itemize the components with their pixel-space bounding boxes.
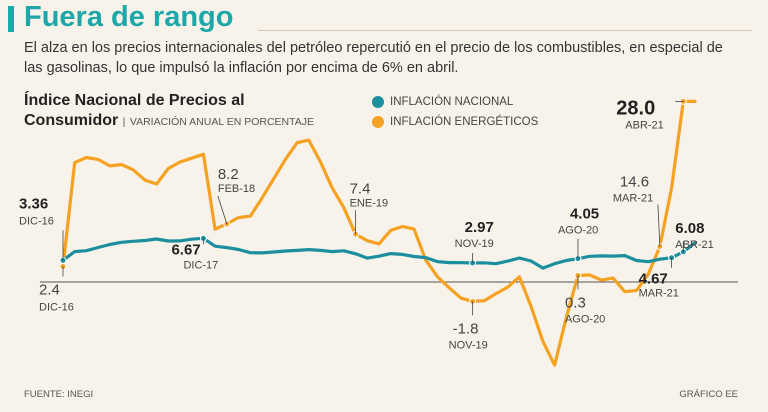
date-label-energeticos-51: MAR-21 [613,193,653,205]
leader-energeticos-51 [657,204,661,247]
legend-nacional-dot-icon [372,96,384,108]
source-note: FUENTE: INEGI [24,389,94,400]
data-label-energeticos-53: 28.0 [616,97,655,119]
chart-unit: VARIACIÓN ANUAL EN PORCENTAJE [129,116,315,128]
data-label-nacional-35: 2.97 [465,219,494,236]
chart-title: Índice Nacional de Precios al Consumidor… [24,91,314,132]
chart-legend: INFLACIÓN NACIONAL INFLACIÓN ENERGÉTICOS [372,92,538,132]
chart-title-line1: Índice Nacional de Precios al [24,92,245,109]
page-title: Fuera de rango [24,1,234,33]
data-label-energeticos-44: 0.3 [565,295,586,312]
legend-energeticos-dot-icon [372,116,384,128]
data-label-nacional-0: 3.36 [19,195,48,212]
date-label-energeticos-44: AGO-20 [565,314,605,326]
headline-accent-bar [8,6,14,32]
leader-energeticos-14 [217,195,228,225]
date-label-energeticos-0: DIC-16 [39,302,74,314]
series-line-nacional [61,236,697,270]
chart-title-separator: | [122,116,126,128]
date-label-energeticos-25: ENE-19 [350,197,389,209]
legend-item-energeticos: INFLACIÓN ENERGÉTICOS [372,112,538,132]
data-label-energeticos-25: 7.4 [350,180,371,197]
date-label-nacional-53: ABR-21 [675,239,714,251]
date-label-energeticos-53: ABR-21 [625,119,664,131]
date-label-energeticos-35: NOV-19 [449,339,488,351]
data-label-nacional-53: 6.08 [675,220,704,237]
date-label-nacional-35: NOV-19 [455,238,494,250]
data-label-energeticos-0: 2.4 [39,282,60,299]
data-label-nacional-52: 4.67 [639,271,668,288]
series-line-energeticos [61,99,697,367]
legend-nacional-label: INFLACIÓN NACIONAL [390,96,514,108]
legend-item-nacional: INFLACIÓN NACIONAL [372,92,538,112]
date-label-nacional-52: MAR-21 [639,288,679,300]
data-label-energeticos-51: 14.6 [620,174,649,191]
date-label-energeticos-14: FEB-18 [218,183,255,195]
data-label-nacional-44: 4.05 [570,206,599,223]
subtitle: El alza en los precios internacionales d… [24,40,723,76]
data-label-energeticos-35: -1.8 [453,320,479,337]
date-label-nacional-0: DIC-16 [19,215,54,227]
chart-title-line2: Consumidor [24,112,119,129]
credit-note: GRÁFICO EE [679,389,738,400]
legend-energeticos-label: INFLACIÓN ENERGÉTICOS [390,116,539,128]
title-rule [258,30,752,31]
date-label-nacional-44: AGO-20 [558,225,598,237]
data-label-nacional-12: 6.67 [171,241,200,258]
data-label-energeticos-14: 8.2 [218,166,239,183]
date-label-nacional-12: DIC-17 [183,259,218,271]
